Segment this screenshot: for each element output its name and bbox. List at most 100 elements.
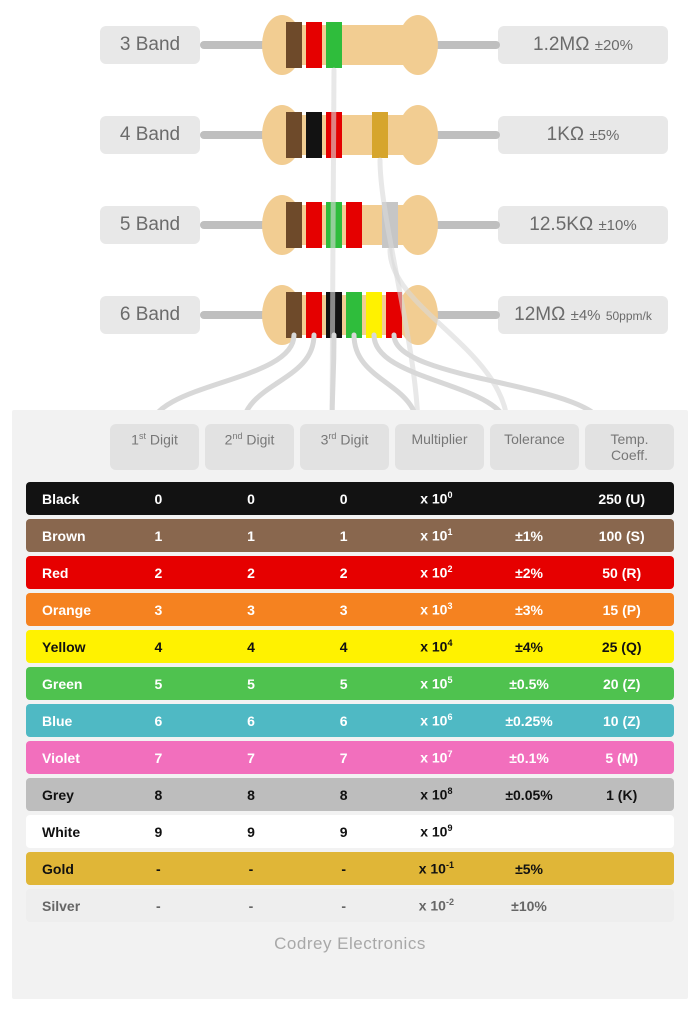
tempco-cell: 1 (K) xyxy=(575,787,668,803)
tolerance-cell: ±0.1% xyxy=(483,750,576,766)
color-band xyxy=(346,195,362,255)
color-band xyxy=(326,195,342,255)
color-name: Orange xyxy=(32,602,112,618)
example-row: 5 Band12.5KΩ ±10% xyxy=(0,180,700,270)
multiplier-cell: x 10-2 xyxy=(390,897,483,914)
color-row: White999x 109 xyxy=(26,815,674,848)
color-row: Violet777x 107±0.1%5 (M) xyxy=(26,741,674,774)
color-name: Blue xyxy=(32,713,112,729)
color-row: Black000x 100250 (U) xyxy=(26,482,674,515)
multiplier-cell: x 109 xyxy=(390,823,483,840)
color-name: Silver xyxy=(32,898,112,914)
color-row: Silver---x 10-2±10% xyxy=(26,889,674,922)
tempco-cell: 5 (M) xyxy=(575,750,668,766)
tolerance-cell: ±10% xyxy=(483,898,576,914)
multiplier-cell: x 101 xyxy=(390,527,483,544)
table-header-row: 1st Digit2nd Digit3rd DigitMultiplierTol… xyxy=(26,424,674,470)
digit3-cell: 0 xyxy=(297,491,390,507)
color-name: White xyxy=(32,824,112,840)
tempco-cell: 10 (Z) xyxy=(575,713,668,729)
digit1-cell: 8 xyxy=(112,787,205,803)
color-band xyxy=(306,105,322,165)
resistor xyxy=(200,10,500,80)
digit3-cell: 4 xyxy=(297,639,390,655)
digit2-cell: 6 xyxy=(205,713,298,729)
color-row: Green555x 105±0.5%20 (Z) xyxy=(26,667,674,700)
color-band xyxy=(286,285,302,345)
color-row: Blue666x 106±0.25%10 (Z) xyxy=(26,704,674,737)
color-name: Brown xyxy=(32,528,112,544)
color-band xyxy=(306,15,322,75)
digit1-cell: 7 xyxy=(112,750,205,766)
digit1-cell: 6 xyxy=(112,713,205,729)
digit2-cell: 1 xyxy=(205,528,298,544)
color-band xyxy=(346,285,362,345)
band-count-label: 4 Band xyxy=(100,116,200,154)
color-band xyxy=(386,285,402,345)
multiplier-cell: x 108 xyxy=(390,786,483,803)
color-band xyxy=(306,285,322,345)
tolerance-cell: ±3% xyxy=(483,602,576,618)
color-band xyxy=(326,15,342,75)
multiplier-cell: x 105 xyxy=(390,675,483,692)
resistor-value-label: 1KΩ ±5% xyxy=(498,116,668,154)
tempco-cell: 25 (Q) xyxy=(575,639,668,655)
digit1-cell: 1 xyxy=(112,528,205,544)
table-rows: Black000x 100250 (U)Brown111x 101±1%100 … xyxy=(26,482,674,922)
digit3-cell: 1 xyxy=(297,528,390,544)
color-band xyxy=(366,285,382,345)
color-name: Gold xyxy=(32,861,112,877)
resistor xyxy=(200,280,500,350)
digit1-cell: - xyxy=(112,898,205,914)
color-table-panel: 1st Digit2nd Digit3rd DigitMultiplierTol… xyxy=(12,410,688,999)
tempco-cell: 15 (P) xyxy=(575,602,668,618)
color-name: Violet xyxy=(32,750,112,766)
digit3-cell: 3 xyxy=(297,602,390,618)
example-row: 3 Band 1.2MΩ ±20% xyxy=(0,0,700,90)
color-name: Black xyxy=(32,491,112,507)
tempco-cell: 100 (S) xyxy=(575,528,668,544)
column-header: 1st Digit xyxy=(110,424,199,470)
digit2-cell: 4 xyxy=(205,639,298,655)
digit1-cell: 2 xyxy=(112,565,205,581)
example-row: 4 Band 1KΩ ±5% xyxy=(0,90,700,180)
color-band xyxy=(286,195,302,255)
example-row: 6 Band 12MΩ ±4% 50ppm/k xyxy=(0,270,700,360)
digit1-cell: 5 xyxy=(112,676,205,692)
tolerance-cell: ±4% xyxy=(483,639,576,655)
tolerance-cell: ±5% xyxy=(483,861,576,877)
resistor-value-label: 12MΩ ±4% 50ppm/k xyxy=(498,296,668,334)
digit2-cell: 5 xyxy=(205,676,298,692)
color-band xyxy=(326,105,342,165)
color-row: Gold---x 10-1±5% xyxy=(26,852,674,885)
color-row: Grey888x 108±0.05%1 (K) xyxy=(26,778,674,811)
resistor xyxy=(200,100,500,170)
color-band xyxy=(372,105,388,165)
digit2-cell: - xyxy=(205,861,298,877)
multiplier-cell: x 106 xyxy=(390,712,483,729)
resistor-value-label: 1.2MΩ ±20% xyxy=(498,26,668,64)
multiplier-cell: x 103 xyxy=(390,601,483,618)
digit3-cell: 6 xyxy=(297,713,390,729)
band-count-label: 5 Band xyxy=(100,206,200,244)
digit1-cell: 4 xyxy=(112,639,205,655)
multiplier-cell: x 104 xyxy=(390,638,483,655)
digit3-cell: 5 xyxy=(297,676,390,692)
multiplier-cell: x 107 xyxy=(390,749,483,766)
tolerance-cell: ±2% xyxy=(483,565,576,581)
digit3-cell: - xyxy=(297,898,390,914)
color-name: Green xyxy=(32,676,112,692)
band-count-label: 6 Band xyxy=(100,296,200,334)
digit2-cell: 7 xyxy=(205,750,298,766)
color-row: Yellow444x 104±4%25 (Q) xyxy=(26,630,674,663)
tolerance-cell: ±0.25% xyxy=(483,713,576,729)
color-row: Brown111x 101±1%100 (S) xyxy=(26,519,674,552)
band-count-label: 3 Band xyxy=(100,26,200,64)
column-header: Tolerance xyxy=(490,424,579,470)
digit1-cell: - xyxy=(112,861,205,877)
color-band xyxy=(382,195,398,255)
color-row: Orange333x 103±3%15 (P) xyxy=(26,593,674,626)
color-name: Grey xyxy=(32,787,112,803)
tolerance-cell: ±0.5% xyxy=(483,676,576,692)
digit1-cell: 3 xyxy=(112,602,205,618)
